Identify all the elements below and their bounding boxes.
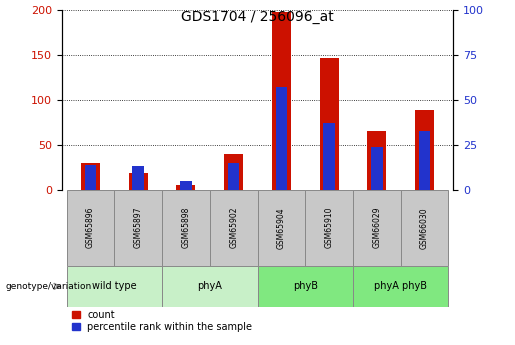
Bar: [371, 147, 383, 190]
Text: GSM65898: GSM65898: [181, 207, 191, 248]
Bar: [162, 266, 258, 307]
Bar: [224, 154, 243, 190]
Bar: [66, 190, 114, 266]
Text: genotype/variation: genotype/variation: [5, 282, 91, 291]
Text: wild type: wild type: [92, 282, 136, 291]
Bar: [276, 88, 287, 190]
Bar: [323, 124, 335, 190]
Text: GSM66030: GSM66030: [420, 207, 429, 248]
Bar: [210, 190, 258, 266]
Text: phyA phyB: phyA phyB: [374, 282, 427, 291]
Bar: [305, 190, 353, 266]
Text: GSM65897: GSM65897: [134, 207, 143, 248]
Bar: [272, 12, 291, 190]
Bar: [114, 190, 162, 266]
Bar: [66, 266, 162, 307]
Text: phyA: phyA: [197, 282, 222, 291]
Bar: [367, 131, 386, 190]
Bar: [132, 166, 144, 190]
Bar: [419, 130, 431, 190]
Bar: [415, 110, 434, 190]
Text: GDS1704 / 256096_at: GDS1704 / 256096_at: [181, 10, 334, 24]
Bar: [353, 266, 449, 307]
Bar: [180, 181, 192, 190]
Bar: [258, 266, 353, 307]
Text: GSM65902: GSM65902: [229, 207, 238, 248]
Bar: [401, 190, 449, 266]
Bar: [319, 58, 339, 190]
Text: GSM65910: GSM65910: [324, 207, 334, 248]
Bar: [176, 185, 196, 190]
Bar: [258, 190, 305, 266]
Bar: [81, 163, 100, 190]
Text: GSM65904: GSM65904: [277, 207, 286, 248]
Text: GSM66029: GSM66029: [372, 207, 381, 248]
Bar: [353, 190, 401, 266]
Bar: [84, 165, 96, 190]
Legend: count, percentile rank within the sample: count, percentile rank within the sample: [72, 309, 252, 332]
Bar: [129, 173, 148, 190]
Text: GSM65896: GSM65896: [86, 207, 95, 248]
Bar: [162, 190, 210, 266]
Bar: [228, 163, 239, 190]
Text: phyB: phyB: [293, 282, 318, 291]
